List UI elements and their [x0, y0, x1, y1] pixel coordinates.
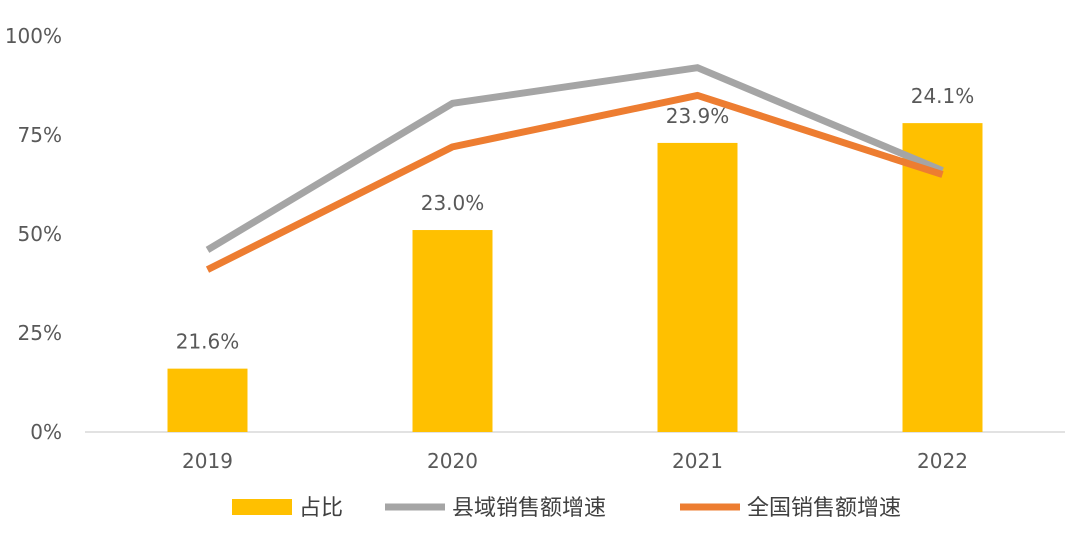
bar-data-label: 23.9% — [666, 104, 730, 128]
legend: 占比 县域销售额增速 全国销售额增速 — [232, 496, 901, 521]
y-tick-label: 25% — [18, 321, 62, 345]
x-tick-label: 2021 — [672, 449, 723, 473]
bar — [412, 230, 493, 432]
line-series — [205, 64, 944, 273]
bar-series — [167, 123, 983, 433]
legend-label: 占比 — [299, 496, 343, 521]
x-tick-label: 2019 — [182, 449, 233, 473]
bar-data-label: 23.0% — [421, 191, 485, 215]
data-labels: 21.6% 23.0% 23.9% 24.1% — [176, 84, 975, 354]
bar-data-label: 24.1% — [911, 84, 975, 108]
x-tick-label: 2022 — [917, 449, 968, 473]
series-line — [205, 64, 944, 253]
bar-data-label: 21.6% — [176, 330, 240, 354]
series-line — [205, 91, 944, 273]
y-tick-label: 100% — [5, 24, 62, 48]
y-tick-label: 75% — [18, 123, 62, 147]
y-tick-label: 50% — [18, 222, 62, 246]
x-axis-ticks: 2019 2020 2021 2022 — [182, 449, 968, 473]
legend-swatch — [232, 499, 292, 515]
x-tick-label: 2020 — [427, 449, 478, 473]
y-tick-label: 0% — [30, 420, 62, 444]
legend-label: 县域销售额增速 — [452, 496, 606, 521]
bar — [167, 368, 248, 432]
bar — [657, 142, 738, 433]
y-axis-ticks: 0% 25% 50% 75% 100% — [5, 24, 62, 444]
legend-label: 全国销售额增速 — [747, 496, 901, 521]
